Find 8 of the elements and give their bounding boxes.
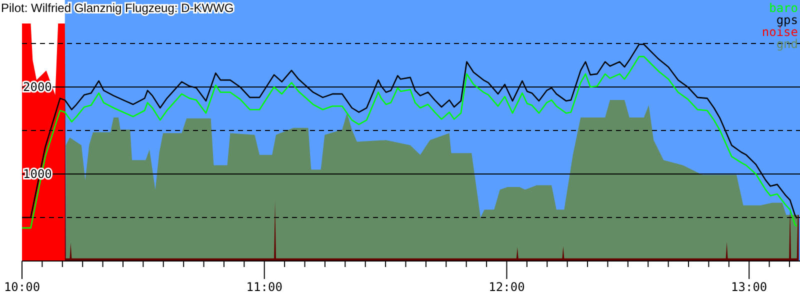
x-tick-label: 12:00 xyxy=(488,280,525,294)
text: noise xyxy=(762,25,798,39)
text: gps xyxy=(776,13,798,27)
x-tick-label: 13:00 xyxy=(731,280,768,294)
text: gnd xyxy=(776,37,798,51)
x-tick-label: 11:00 xyxy=(246,280,282,294)
text: baro xyxy=(769,1,798,15)
x-tick-label: 10:00 xyxy=(4,280,40,294)
